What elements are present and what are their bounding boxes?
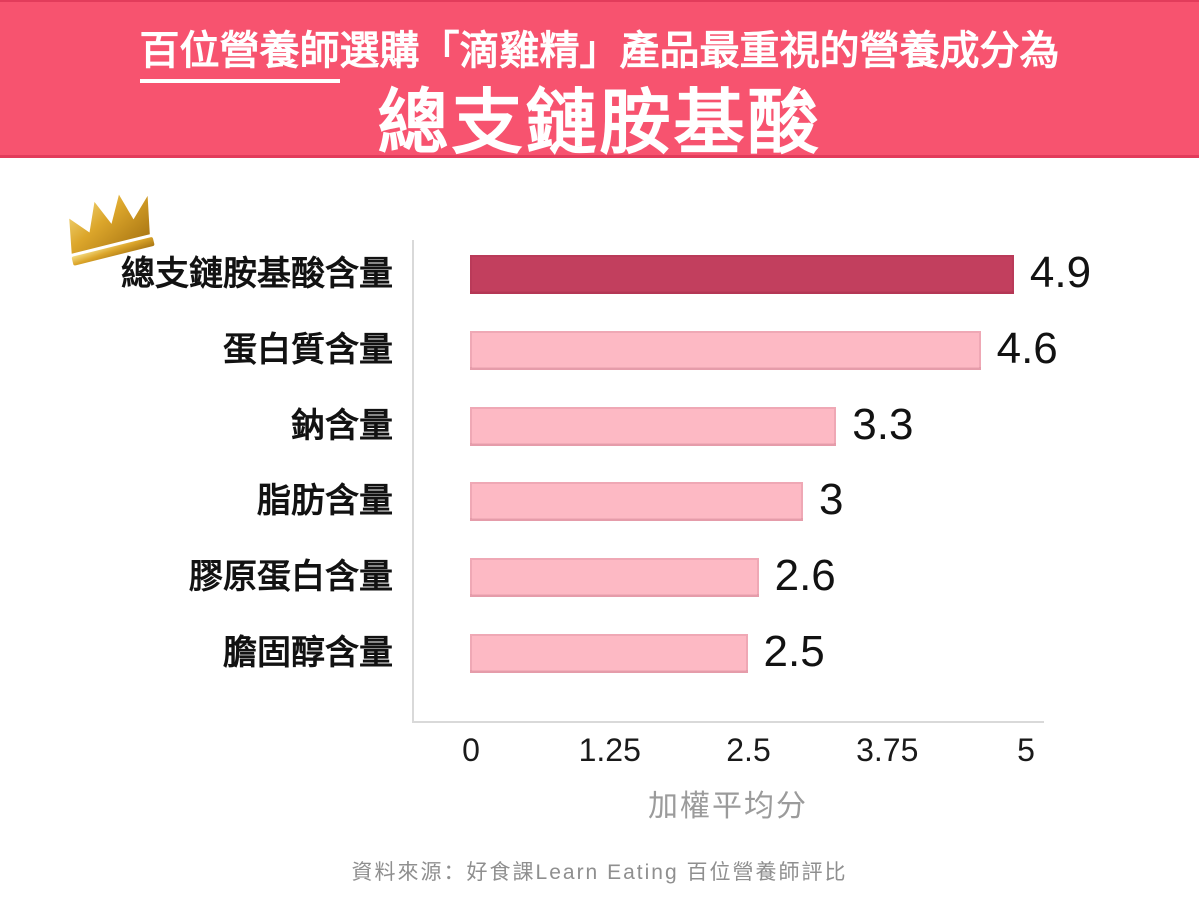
y-axis-line (412, 240, 414, 723)
bar-value: 2.6 (774, 551, 836, 601)
crown-icon (69, 194, 155, 266)
x-axis-line (412, 721, 1044, 723)
banner-title: 百位營養師選購「滴雞精」產品最重視的營養成分為 (0, 18, 1199, 83)
banner-subtitle: 總支鏈胺基酸 (377, 84, 822, 163)
bar (470, 406, 837, 446)
category-label: 膽固醇含量 (223, 634, 393, 672)
bar (470, 330, 981, 370)
banner-title-underlined: 百位營養師 (139, 18, 340, 83)
bar-value: 3.3 (852, 399, 914, 449)
x-tick-5: 5 (1017, 732, 1035, 768)
bar-row-collagen: 膠原蛋白含量 2.6 (0, 551, 1199, 600)
category-label: 蛋白質含量 (223, 330, 393, 369)
bar (470, 255, 1014, 294)
bar-value: 3 (819, 475, 844, 525)
bar-value: 4.6 (996, 323, 1058, 373)
category-label: 膠原蛋白含量 (189, 558, 393, 597)
x-axis-title: 加權平均分 (648, 790, 808, 823)
bar (470, 558, 759, 598)
category-label: 總支鏈胺基酸含量 (121, 255, 393, 293)
bar-value: 2.5 (763, 627, 825, 676)
bar-row-total-bcaa: 總支鏈胺基酸含量 4.9 (0, 248, 1199, 297)
x-tick-0: 0 (462, 732, 480, 768)
banner-title-rest: 選購「滴雞精」產品最重視的營養成分為 (339, 29, 1060, 73)
bar-value: 4.9 (1029, 248, 1092, 297)
bar-row-cholesterol: 膽固醇含量 2.5 (0, 627, 1199, 676)
x-tick-1-25: 1.25 (578, 732, 641, 768)
source-note: 資料來源：好食課Learn Eating 百位營養師評比 (351, 861, 848, 884)
bar-row-protein: 蛋白質含量 4.6 (0, 324, 1199, 373)
category-label: 鈉含量 (291, 406, 393, 445)
bar-row-fat: 脂肪含量 3 (0, 475, 1199, 524)
bar (470, 482, 803, 522)
x-tick-2-5: 2.5 (726, 732, 771, 768)
bar (470, 634, 748, 673)
header-banner: 百位營養師選購「滴雞精」產品最重視的營養成分為 總支鏈胺基酸 (0, 0, 1199, 163)
x-tick-3-75: 3.75 (856, 732, 919, 768)
bar-row-sodium: 鈉含量 3.3 (0, 400, 1199, 449)
category-label: 脂肪含量 (257, 482, 393, 521)
